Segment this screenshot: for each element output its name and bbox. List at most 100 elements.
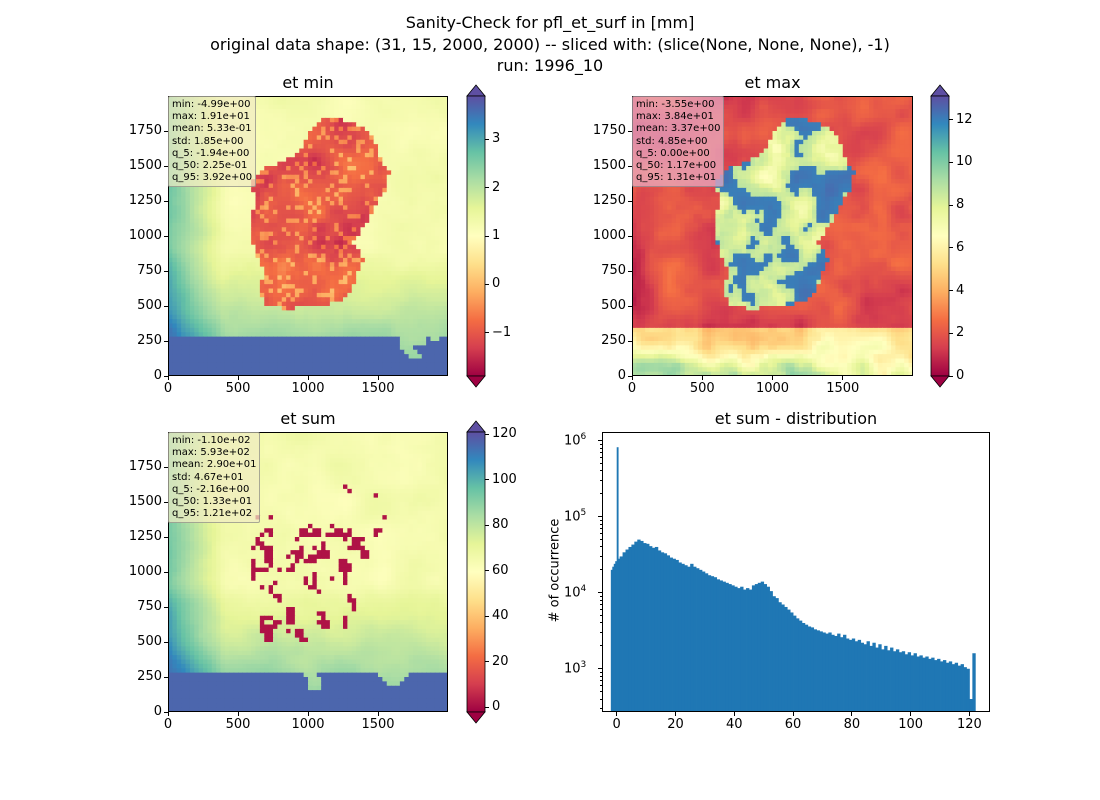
- heatmap-cell: [321, 205, 327, 211]
- heatmap-cell: [785, 109, 791, 115]
- heatmap-cell: [395, 187, 401, 193]
- heatmap-cell: [316, 222, 322, 228]
- colorbar-tick-mark: [485, 138, 489, 140]
- heatmap-cell: [829, 144, 835, 150]
- heatmap-cell: [216, 341, 222, 346]
- heatmap-cell: [264, 139, 270, 145]
- heatmap-cell: [434, 96, 440, 101]
- heatmap-cell: [860, 122, 866, 128]
- heatmap-cell: [321, 310, 327, 316]
- heatmap-cell: [790, 131, 796, 136]
- heatmap-cell: [413, 126, 418, 132]
- heatmap-cell: [439, 104, 445, 110]
- heatmap-cell: [360, 196, 366, 202]
- heatmap-cell: [286, 240, 292, 246]
- heatmap-cell: [299, 292, 305, 298]
- heatmap-cell: [194, 266, 200, 272]
- heatmap-cell: [443, 157, 448, 163]
- heatmap-cell: [904, 148, 910, 154]
- heatmap-cell: [763, 113, 769, 119]
- heatmap-cell: [378, 166, 383, 171]
- heatmap-cell: [259, 231, 265, 237]
- heatmap-cell: [391, 371, 397, 376]
- heatmap-cell: [434, 275, 440, 281]
- heatmap-cell: [255, 336, 261, 342]
- heatmap-cell: [211, 349, 217, 355]
- heatmap-cell: [434, 139, 440, 145]
- heatmap-cell: [382, 262, 388, 268]
- heatmap-cell: [251, 214, 257, 220]
- heatmap-cell: [246, 310, 252, 316]
- heatmap-cell: [382, 306, 388, 311]
- heatmap-cell: [391, 214, 397, 220]
- heatmap-cell: [434, 341, 440, 346]
- heatmap-cell: [347, 152, 353, 158]
- heatmap-cell: [176, 371, 182, 376]
- heatmap-cell: [421, 358, 427, 364]
- heatmap-cell: [434, 209, 440, 215]
- heatmap-cell: [378, 148, 383, 154]
- heatmap-cell: [172, 349, 178, 355]
- heatmap-cell: [224, 319, 230, 325]
- heatmap-cell: [351, 179, 357, 185]
- heatmap-cell: [443, 183, 448, 189]
- heatmap-cell: [211, 362, 217, 368]
- heatmap-cell: [194, 288, 200, 294]
- heatmap-cell: [216, 336, 222, 342]
- heatmap-cell: [312, 284, 318, 290]
- heatmap-cell: [391, 187, 397, 193]
- heatmap-cell: [399, 227, 405, 233]
- heatmap-cell: [378, 222, 383, 228]
- heatmap-cell: [356, 122, 362, 128]
- heatmap-cell: [203, 275, 208, 281]
- heatmap-cell: [364, 183, 370, 189]
- heatmap-cell: [255, 187, 261, 193]
- heatmap-cell: [373, 144, 379, 150]
- heatmap-cell: [286, 253, 292, 259]
- heatmap-cell: [211, 367, 217, 373]
- heatmap-cell: [369, 126, 375, 132]
- heatmap-cell: [312, 314, 318, 320]
- heatmap-cell: [790, 144, 796, 150]
- heatmap-cell: [382, 214, 388, 220]
- heatmap-cell: [294, 336, 300, 342]
- heatmap-cell: [312, 144, 318, 150]
- heatmap-cell: [308, 192, 313, 198]
- heatmap-cell: [408, 236, 414, 241]
- heatmap-cell: [434, 240, 440, 246]
- heatmap-cell: [382, 122, 388, 128]
- heatmap-cell: [246, 341, 252, 346]
- heatmap-cell: [430, 354, 436, 360]
- heatmap-cell: [443, 354, 448, 360]
- heatmap-cell: [264, 301, 270, 307]
- heatmap-cell: [277, 126, 283, 132]
- heatmap-cell: [277, 349, 283, 355]
- heatmap-cell: [220, 310, 226, 316]
- heatmap-cell: [216, 292, 222, 298]
- heatmap-cell: [369, 253, 375, 259]
- heatmap-cell: [238, 231, 243, 237]
- colorbar-tick-label: 1: [492, 228, 501, 243]
- heatmap-cell: [439, 205, 445, 211]
- heatmap-cell: [246, 244, 252, 250]
- heatmap-cell: [329, 323, 335, 329]
- heatmap-cell: [308, 332, 313, 338]
- heatmap-cell: [347, 253, 353, 259]
- heatmap-cell: [860, 131, 866, 136]
- heatmap-cell: [439, 306, 445, 311]
- heatmap-cell: [325, 152, 331, 158]
- heatmap-cell: [290, 292, 296, 298]
- heatmap-cell: [255, 275, 261, 281]
- heatmap-cell: [434, 301, 440, 307]
- heatmap-cell: [395, 336, 401, 342]
- heatmap-cell: [399, 201, 405, 206]
- heatmap-cell: [443, 209, 448, 215]
- heatmap-cell: [299, 100, 305, 106]
- heatmap-cell: [207, 354, 213, 360]
- heatmap-cell: [259, 314, 265, 320]
- heatmap-cell: [198, 323, 204, 329]
- heatmap-cell: [391, 122, 397, 128]
- heatmap-cell: [364, 336, 370, 342]
- heatmap-cell: [426, 349, 432, 355]
- heatmap-cell: [290, 284, 296, 290]
